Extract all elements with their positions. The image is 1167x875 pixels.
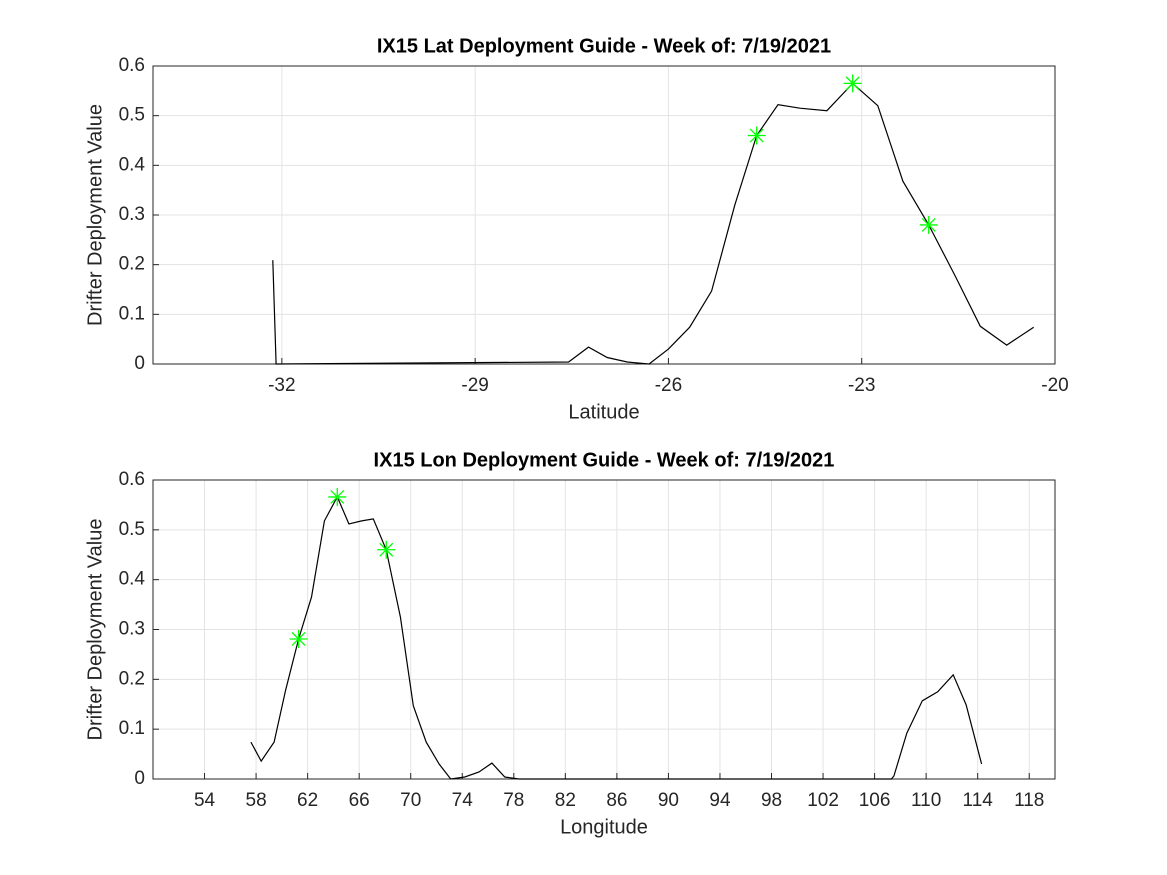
y-tick-label: 0.4: [119, 154, 146, 175]
y-tick-label: 0.2: [119, 254, 145, 275]
y-axis-label: Drifter Deployment Value: [84, 104, 106, 326]
data-line: [250, 495, 983, 780]
x-tick-label: -26: [655, 375, 682, 396]
marker: [747, 126, 766, 145]
y-tick-label: 0.5: [119, 105, 145, 126]
marker-stroke: [845, 76, 860, 91]
x-tick-label: 94: [709, 790, 731, 811]
x-tick-label: 58: [246, 790, 267, 811]
x-tick-label: -23: [848, 375, 875, 396]
x-tick-label: 74: [452, 790, 474, 811]
y-tick-label: 0: [134, 768, 145, 789]
x-tick-label: 110: [911, 790, 941, 811]
x-tick-label: 66: [349, 790, 370, 811]
x-axis-label: Latitude: [568, 401, 639, 423]
x-tick-label: -29: [461, 375, 488, 396]
marker: [289, 629, 308, 648]
x-tick-label: 62: [297, 790, 318, 811]
y-tick-label: 0.3: [119, 619, 145, 640]
marker-stroke: [379, 542, 394, 557]
chart-title: IX15 Lat Deployment Guide - Week of: 7/1…: [377, 35, 831, 57]
x-tick-label: 114: [963, 790, 994, 811]
marker-stroke: [330, 489, 345, 504]
marker: [843, 74, 862, 93]
x-tick-label: 54: [194, 790, 216, 811]
y-tick-label: 0.2: [119, 668, 145, 689]
y-tick-label: 0.1: [119, 718, 145, 739]
chart-title: IX15 Lon Deployment Guide - Week of: 7/1…: [374, 449, 835, 471]
y-tick-label: 0.4: [119, 569, 146, 590]
y-tick-label: 0: [134, 353, 145, 374]
x-tick-label: 82: [555, 790, 576, 811]
x-tick-label: 102: [807, 790, 839, 811]
marker-stroke: [291, 632, 306, 646]
x-tick-label: 106: [859, 790, 891, 811]
marker: [377, 540, 396, 559]
y-tick-label: 0.6: [119, 55, 145, 76]
marker: [328, 487, 347, 506]
y-tick-label: 0.3: [119, 204, 145, 225]
y-axis-label: Drifter Deployment Value: [84, 519, 106, 741]
y-tick-label: 0.5: [119, 519, 145, 540]
x-tick-label: 90: [658, 790, 679, 811]
x-tick-label: 78: [503, 790, 524, 811]
x-tick-label: -32: [268, 375, 295, 396]
marker: [919, 215, 938, 234]
x-axis-label: Longitude: [560, 816, 648, 838]
x-tick-label: 86: [606, 790, 627, 811]
x-tick-label: 118: [1014, 790, 1044, 811]
marker-stroke: [749, 128, 764, 143]
x-tick-label: -20: [1041, 375, 1068, 396]
plot-box: [152, 65, 1056, 365]
x-tick-label: 70: [400, 790, 421, 811]
y-tick-label: 0.1: [119, 303, 145, 324]
x-tick-label: 98: [761, 790, 782, 811]
marker-stroke: [921, 217, 936, 232]
data-line: [272, 82, 1035, 365]
y-tick-label: 0.6: [119, 469, 145, 490]
